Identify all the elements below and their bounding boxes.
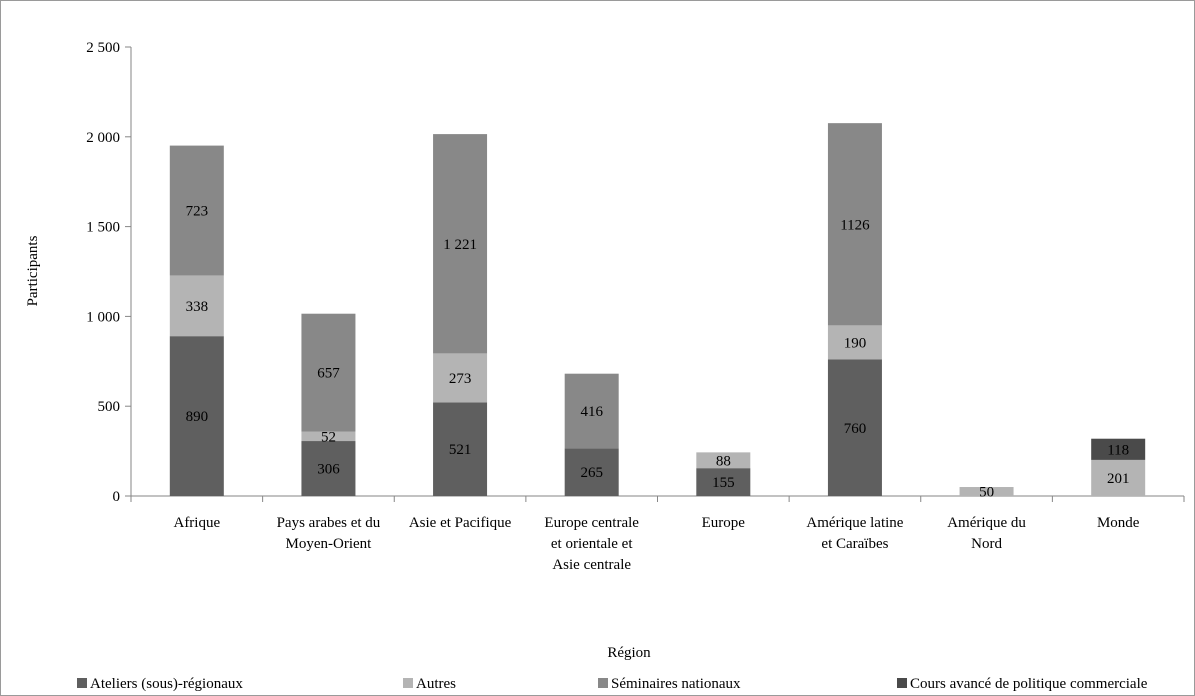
data-label: 201 — [1107, 471, 1130, 487]
legend: Ateliers (sous)-régionaux Autres Séminaire… — [77, 676, 1148, 692]
data-label: 760 — [844, 421, 867, 437]
data-label: 50 — [979, 485, 994, 501]
category-label-line: Europe — [702, 515, 746, 531]
y-axis: 0 500 1 000 1 500 2 000 2 500 — [86, 40, 132, 505]
data-label: 1126 — [840, 217, 870, 233]
y-tick-label: 1 500 — [86, 220, 120, 236]
bar-segment — [696, 468, 751, 496]
category-label-line: Amérique du — [947, 515, 1026, 531]
data-label: 190 — [844, 335, 867, 351]
category-label-line: Europe centrale — [544, 515, 639, 531]
data-label: 155 — [712, 475, 735, 491]
bar-segment — [301, 313, 356, 432]
bar-segment — [564, 448, 619, 496]
bar-segment — [301, 431, 356, 442]
bars — [169, 123, 1146, 496]
x-axis-title: Région — [607, 645, 651, 661]
data-label: 306 — [317, 462, 340, 478]
category-label: Afrique — [173, 515, 220, 531]
category-label-line: Moyen-Orient — [286, 536, 373, 552]
y-axis-title: Participants — [25, 235, 41, 306]
y-tick-label: 2 500 — [86, 40, 120, 56]
bar-segment — [433, 134, 488, 354]
data-labels: 890 338 723 306 52 657 521 273 1 221 265 416 155 88 7… — [186, 204, 1130, 501]
bar-segment — [696, 452, 751, 469]
data-label: 265 — [580, 465, 603, 481]
category-label: Pays arabes et du Moyen-Orient — [277, 515, 381, 552]
category-label: Amérique du Nord — [947, 515, 1026, 552]
bar-segment — [959, 487, 1014, 496]
category-label: Europe — [702, 515, 746, 531]
legend-label: Séminaires nationaux — [611, 676, 741, 692]
bar-segment — [1091, 459, 1146, 496]
category-label: Europe centrale et orientale et Asie centr… — [544, 515, 639, 573]
category-label-line: Asie et Pacifique — [409, 515, 512, 531]
y-tick-label: 1 000 — [86, 309, 120, 325]
legend-label: Cours avancé de politique commerciale — [910, 676, 1148, 692]
category-label-line: Pays arabes et du — [277, 515, 381, 531]
data-label: 890 — [186, 409, 209, 425]
legend-label: Autres — [416, 676, 456, 692]
bar-segment — [169, 336, 224, 496]
legend-swatch — [897, 678, 907, 688]
bar-segment — [301, 441, 356, 496]
legend-swatch — [598, 678, 608, 688]
legend-label: Ateliers (sous)-régionaux — [90, 676, 243, 692]
category-label-line: Monde — [1097, 515, 1140, 531]
bar-segment — [433, 402, 488, 496]
category-label: Monde — [1097, 515, 1140, 531]
legend-swatch — [403, 678, 413, 688]
data-label: 273 — [449, 371, 472, 387]
bar-segment — [827, 359, 882, 496]
bar-segment — [169, 145, 224, 276]
bar-segment — [169, 275, 224, 337]
bar-segment — [1091, 438, 1146, 460]
category-label-line: Asie centrale — [552, 557, 631, 573]
bar-segment — [827, 325, 882, 360]
category-label: Asie et Pacifique — [409, 515, 512, 531]
legend-swatch — [77, 678, 87, 688]
bar-segment — [564, 373, 619, 449]
category-label: Amérique latine et Caraïbes — [806, 515, 903, 552]
data-label: 118 — [1107, 442, 1129, 458]
data-label: 723 — [186, 204, 209, 220]
data-label: 657 — [317, 366, 340, 382]
category-label-line: Nord — [971, 536, 1002, 552]
category-label-line: Amérique latine — [806, 515, 903, 531]
category-label-line: et Caraïbes — [821, 536, 888, 552]
y-tick-label: 500 — [98, 399, 121, 415]
data-label: 88 — [716, 453, 731, 469]
category-label-line: Afrique — [173, 515, 220, 531]
y-tick-label: 2 000 — [86, 130, 120, 146]
x-axis: Afrique Pays arabes et du Moyen-Orient Asie… — [130, 495, 1185, 573]
bar-segment — [433, 353, 488, 403]
data-label: 521 — [449, 442, 472, 458]
category-label-line: et orientale et — [551, 536, 633, 552]
data-label: 1 221 — [443, 237, 477, 253]
data-label: 338 — [186, 299, 209, 315]
bar-segment — [827, 123, 882, 326]
data-label: 416 — [580, 404, 603, 420]
data-label: 52 — [321, 429, 336, 445]
y-tick-label: 0 — [113, 489, 121, 505]
